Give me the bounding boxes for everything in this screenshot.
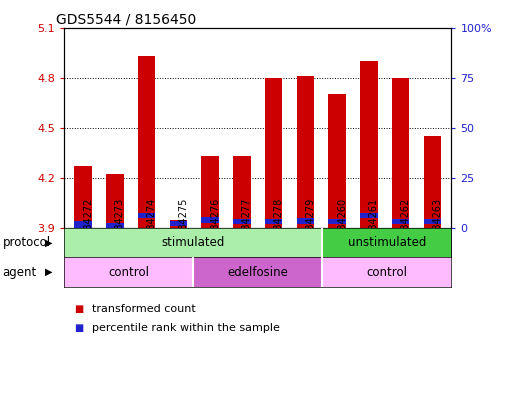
Text: agent: agent — [3, 266, 37, 279]
Bar — [193, 257, 322, 287]
Bar — [202, 156, 219, 228]
Text: GSM1084260: GSM1084260 — [337, 198, 347, 263]
Text: ■: ■ — [74, 323, 84, 333]
Text: GSM1084273: GSM1084273 — [115, 198, 125, 263]
Text: protocol: protocol — [3, 236, 51, 249]
Bar — [265, 219, 282, 224]
Bar — [74, 166, 92, 228]
Bar — [64, 228, 322, 257]
Text: ■: ■ — [74, 303, 84, 314]
Text: transformed count: transformed count — [92, 303, 196, 314]
Bar — [392, 219, 409, 224]
Bar — [424, 136, 441, 228]
Bar — [424, 219, 441, 224]
Text: GSM1084261: GSM1084261 — [369, 198, 379, 263]
Text: ▶: ▶ — [45, 238, 52, 248]
Text: ▶: ▶ — [45, 267, 52, 277]
Text: control: control — [108, 266, 149, 279]
Bar — [202, 217, 219, 222]
Bar — [170, 221, 187, 226]
Bar — [170, 220, 187, 228]
Bar — [106, 223, 124, 228]
Text: GSM1084276: GSM1084276 — [210, 198, 220, 263]
Text: GSM1084277: GSM1084277 — [242, 198, 252, 263]
Bar — [360, 213, 378, 218]
Bar — [297, 76, 314, 228]
Text: control: control — [366, 266, 407, 279]
Text: percentile rank within the sample: percentile rank within the sample — [92, 323, 280, 333]
Bar — [233, 156, 251, 228]
Bar — [138, 56, 155, 228]
Text: GSM1084272: GSM1084272 — [83, 198, 93, 263]
Bar — [297, 218, 314, 224]
Bar — [322, 257, 451, 287]
Text: stimulated: stimulated — [162, 236, 225, 249]
Bar — [360, 61, 378, 228]
Text: GSM1084263: GSM1084263 — [432, 198, 442, 263]
Bar — [328, 94, 346, 228]
Bar — [265, 78, 282, 228]
Bar — [233, 219, 251, 224]
Text: GSM1084275: GSM1084275 — [179, 198, 188, 263]
Text: GSM1084278: GSM1084278 — [273, 198, 284, 263]
Bar — [322, 228, 451, 257]
Bar — [74, 221, 92, 228]
Text: edelfosine: edelfosine — [227, 266, 288, 279]
Text: GSM1084274: GSM1084274 — [147, 198, 156, 263]
Bar — [138, 213, 155, 218]
Text: unstimulated: unstimulated — [348, 236, 426, 249]
Bar — [328, 219, 346, 224]
Bar — [392, 78, 409, 228]
Text: GSM1084279: GSM1084279 — [305, 198, 315, 263]
Text: GSM1084262: GSM1084262 — [401, 198, 410, 263]
Text: GDS5544 / 8156450: GDS5544 / 8156450 — [56, 12, 196, 26]
Bar — [64, 257, 193, 287]
Bar — [106, 174, 124, 228]
